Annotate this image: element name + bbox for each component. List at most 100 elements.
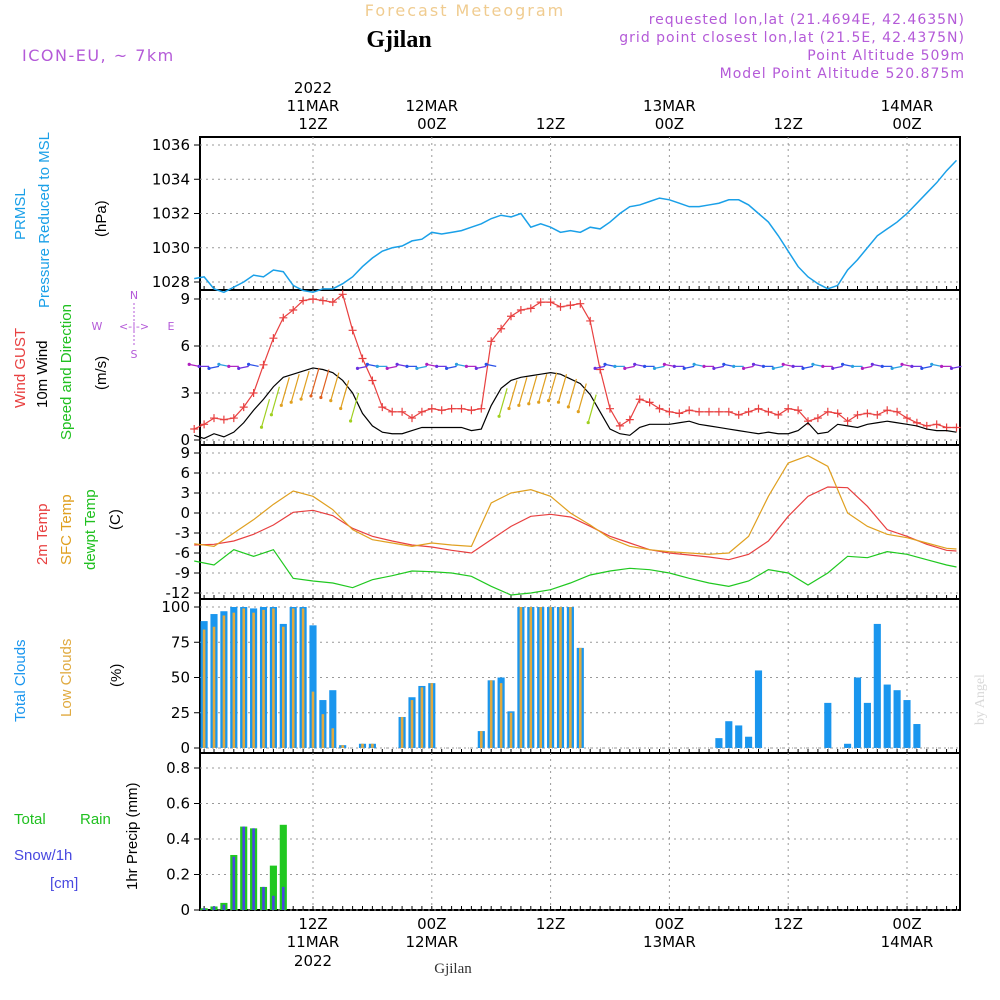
gust-marker — [200, 420, 209, 429]
precip-unit-label: 1hr Precip (mm) — [124, 782, 141, 890]
gust-marker — [309, 295, 317, 303]
gust-marker — [279, 313, 288, 322]
bottom-hour-label: 00Z — [892, 915, 921, 933]
gust-marker — [477, 404, 486, 413]
bar-snow — [252, 828, 255, 910]
gust-marker — [507, 312, 515, 321]
gust-marker — [784, 404, 793, 413]
wind-arrow-head — [652, 366, 657, 370]
y-tick-label: -6 — [175, 544, 190, 562]
gust-marker — [546, 298, 555, 307]
gust-marker — [883, 406, 892, 415]
bottom-hour-label: 12Z — [298, 915, 327, 933]
gust-marker — [714, 407, 723, 416]
bottom-date-label: 14MAR — [881, 933, 934, 951]
gust-marker — [863, 409, 872, 418]
wind-arrow-head — [662, 362, 667, 366]
panel-3: 9 6 3 0 -3 -6 -9 -12 — [166, 444, 961, 602]
compass-east: E — [168, 320, 175, 333]
wind-arrow-head — [751, 362, 756, 366]
gust-marker — [754, 404, 763, 413]
wind-arrow-head — [517, 403, 521, 407]
bar-total-cloud — [883, 684, 891, 748]
top-hour-label: 12Z — [298, 115, 327, 133]
wind-arrow-head — [269, 413, 273, 417]
footer-location: Gjilan — [434, 961, 472, 977]
wind-arrow-head — [593, 366, 597, 370]
wind-arrow-head — [497, 414, 501, 418]
cm-label: [cm] — [50, 875, 78, 892]
wind-10m-label: 10m Wind — [34, 340, 51, 408]
y-tick-label: 50 — [171, 669, 190, 687]
y-tick-label: 1036 — [152, 136, 190, 154]
wind-arrow-head — [633, 362, 637, 366]
wind-arrow-head — [365, 362, 369, 366]
y-tick-label: 0.8 — [166, 759, 190, 777]
wind-arrow-head — [405, 364, 409, 368]
bar-total-cloud — [824, 702, 832, 748]
panel3-labels: 2m Temp SFC Temp dewpt Temp (C) — [34, 489, 124, 570]
wind-arrow-head — [299, 397, 303, 401]
wind-direction-arrow — [208, 365, 220, 369]
bar-low-cloud — [331, 728, 335, 748]
bar-low-cloud — [569, 607, 572, 748]
wind-arrow-head — [537, 400, 541, 404]
bar-total-cloud — [745, 736, 753, 748]
wind-arrow-head — [870, 362, 874, 366]
bar-snow — [262, 886, 265, 910]
wind-arrow-head — [319, 395, 323, 400]
wind-arrow-head — [435, 364, 439, 368]
sfc-temp-label: SFC Temp — [58, 494, 75, 565]
wind-direction-arrow — [270, 386, 280, 415]
pressure-msl-label: Pressure Reduced to MSL — [36, 132, 53, 308]
wind-direction-arrow — [624, 365, 635, 369]
gust-marker — [239, 403, 248, 412]
bottom-hour-label: 00Z — [417, 915, 446, 933]
wind-arrow-head — [949, 366, 954, 370]
gust-marker — [705, 407, 713, 416]
compass-arrow: <-|-> — [119, 320, 149, 333]
wind-arrow-head — [556, 400, 561, 404]
wind-direction-arrow — [587, 394, 597, 423]
wind-direction-arrow — [426, 363, 437, 367]
wind-arrow-head — [207, 366, 211, 370]
celsius-unit-label: (C) — [107, 509, 124, 530]
gust-marker — [556, 302, 565, 311]
bar-total-cloud — [893, 690, 901, 748]
wind-arrow-head — [613, 364, 617, 368]
bar-low-cloud — [519, 607, 523, 748]
bar-total-cloud — [844, 743, 852, 748]
wind-direction-arrow — [684, 365, 695, 369]
wind-arrow-head — [791, 364, 795, 368]
gust-marker — [655, 404, 664, 413]
gust-marker — [378, 403, 387, 412]
wind-arrow-head — [742, 366, 746, 370]
bar-rain — [269, 865, 277, 910]
wind-arrow-head — [197, 364, 201, 368]
percent-unit-label: (%) — [108, 664, 125, 687]
wind-direction-arrow — [567, 378, 577, 408]
bar-total-cloud — [853, 677, 862, 748]
wind-direction-arrow — [577, 383, 587, 412]
wind-arrow-head — [603, 362, 607, 366]
wind-arrow-head — [771, 366, 775, 370]
bar-snow — [242, 826, 245, 910]
wind-direction-arrow — [518, 377, 528, 406]
snow-label: Snow/1h — [14, 847, 72, 864]
y-tick-label: 75 — [171, 633, 190, 651]
wind-direction-arrow — [891, 365, 903, 369]
wind-arrow-head — [566, 405, 571, 409]
wind-arrow-head — [349, 419, 353, 423]
wind-arrow-head — [279, 403, 283, 407]
bar-low-cloud — [252, 612, 255, 748]
wind-arrow-head — [692, 362, 696, 366]
gust-marker — [625, 415, 634, 424]
gust-marker — [586, 316, 595, 325]
top-hour-label: 12Z — [774, 115, 803, 133]
y-tick-label: 1032 — [152, 205, 190, 223]
bar-low-cloud — [202, 629, 206, 748]
temp-2m-label: 2m Temp — [34, 504, 51, 565]
